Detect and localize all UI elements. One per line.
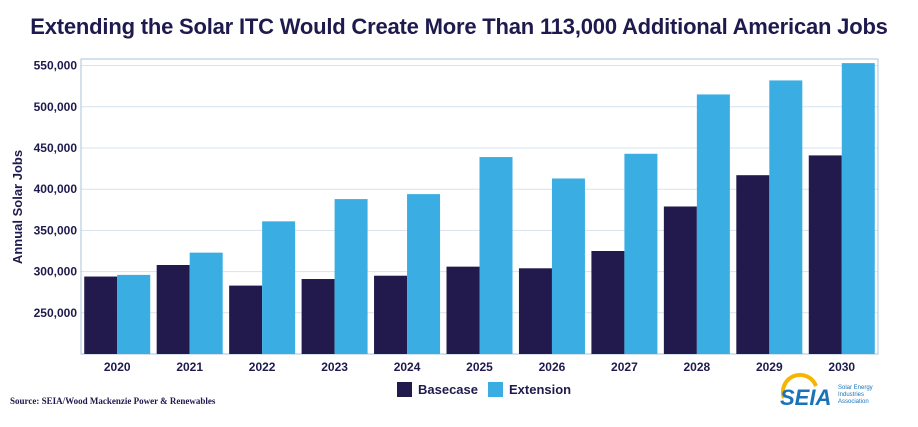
bar-basecase-2020 [84,276,118,354]
bar-basecase-2030 [808,155,842,354]
logo-tagline-2: Industries [838,392,864,398]
legend-label-extension: Extension [509,382,572,397]
y-axis-label: Annual Solar Jobs [10,150,25,264]
logo-sun-ring-icon [780,372,818,399]
bar-extension-2029 [769,80,803,354]
bar-basecase-2023 [301,279,335,354]
bar-extension-2025 [479,157,513,354]
bars [84,63,875,355]
chart-title: Extending the Solar ITC Would Create Mor… [30,14,888,39]
seia-logo: SEIA Solar Energy Industries Association [780,372,873,410]
bar-basecase-2024 [374,275,408,354]
bar-basecase-2022 [229,285,263,354]
y-tick-label: 300,000 [34,265,78,279]
bar-extension-2020 [117,274,151,354]
bar-basecase-2028 [663,206,697,354]
bar-extension-2023 [334,199,368,354]
bar-extension-2028 [696,94,730,355]
legend-swatch-extension [488,382,503,397]
bar-extension-2022 [262,221,296,354]
bar-extension-2030 [841,63,875,354]
bar-basecase-2025 [446,266,480,354]
x-tick-label: 2024 [394,360,421,374]
x-tick-label: 2028 [684,360,711,374]
bar-extension-2021 [189,252,223,354]
source-note: Source: SEIA/Wood Mackenzie Power & Rene… [10,396,216,406]
bar-basecase-2021 [156,265,190,354]
x-tick-label: 2020 [104,360,131,374]
legend-swatch-basecase [397,382,412,397]
x-tick-label: 2021 [176,360,203,374]
x-tick-label: 2022 [249,360,276,374]
x-tick-label: 2023 [321,360,348,374]
bar-basecase-2027 [591,250,625,354]
y-tick-label: 450,000 [34,141,78,155]
bar-extension-2027 [624,153,658,354]
y-tick-label: 350,000 [34,223,78,237]
legend: Basecase Extension [397,382,571,397]
y-tick-label: 250,000 [34,306,78,320]
legend-item-extension: Extension [488,382,571,397]
bar-basecase-2029 [736,175,770,354]
x-tick-label: 2025 [466,360,493,374]
y-tick-label: 500,000 [34,100,78,114]
x-tick-label: 2026 [539,360,566,374]
bar-basecase-2026 [518,268,552,354]
x-axis-ticks: 2020 2021 2022 2023 2024 2025 2026 2027 2028 2029… [104,360,856,374]
y-axis-ticks: 250,000 300,000 350,000 400,000 450,000 500,0… [34,59,78,320]
x-tick-label: 2027 [611,360,638,374]
bar-extension-2024 [407,194,441,354]
legend-item-basecase: Basecase [397,382,478,397]
logo-tagline-3: Association [838,399,869,405]
bar-extension-2026 [551,178,585,354]
legend-label-basecase: Basecase [418,382,478,397]
x-tick-label: 2029 [756,360,783,374]
logo-tagline-1: Solar Energy [838,385,873,391]
logo-word: SEIA [780,385,831,410]
y-tick-label: 400,000 [34,182,78,196]
x-tick-label: 2030 [828,360,855,374]
y-tick-label: 550,000 [34,59,78,73]
